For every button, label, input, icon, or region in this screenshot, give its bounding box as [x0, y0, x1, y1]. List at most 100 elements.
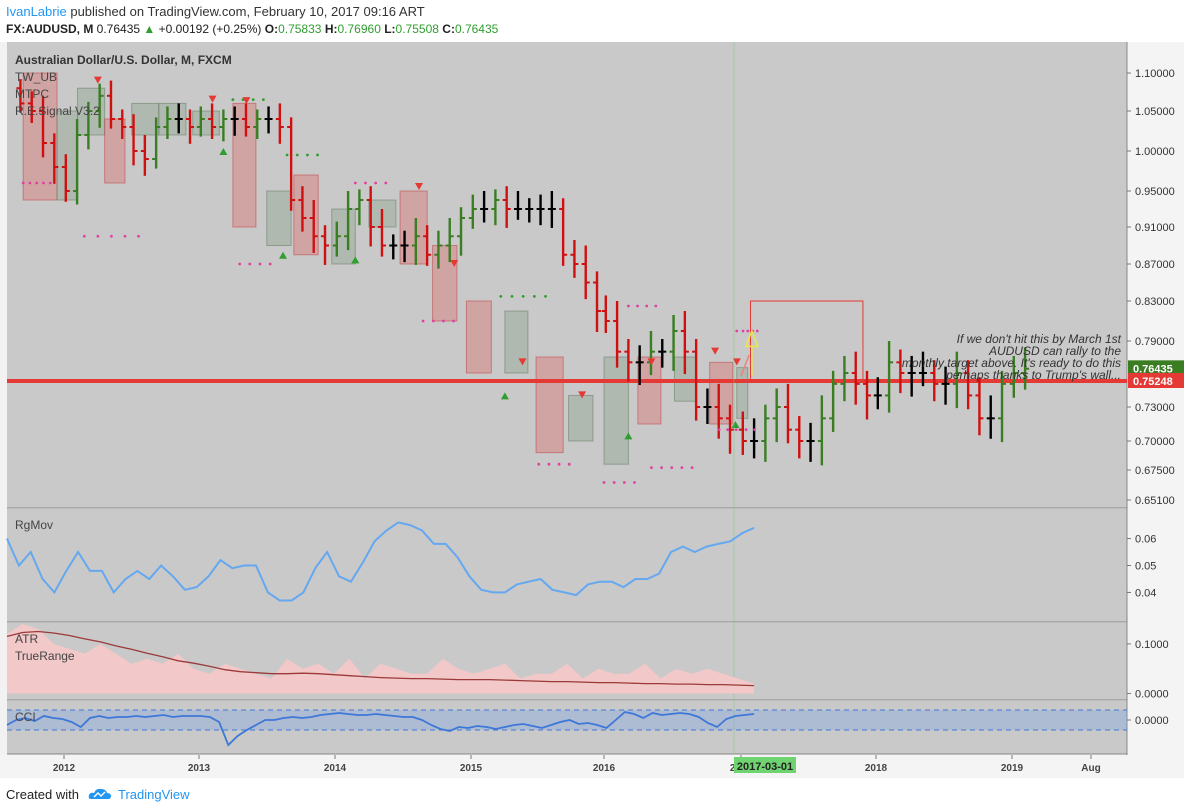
- signal-dot: [96, 234, 100, 238]
- sell-signal-icon: [208, 95, 217, 103]
- cci-tick-label: 0.0000: [1135, 715, 1169, 727]
- price-tick-label: 1.10000: [1135, 68, 1175, 80]
- sell-signal-icon: [732, 358, 741, 366]
- atr-line: [6, 630, 755, 687]
- signal-dot: [626, 304, 630, 308]
- range-box: [56, 110, 79, 201]
- time-axis-background: [0, 755, 1184, 778]
- rgmov-tick-label: 0.05: [1135, 561, 1156, 573]
- signal-dot: [744, 428, 748, 432]
- low-value: 0.75508: [395, 22, 439, 36]
- signal-dot: [741, 329, 745, 333]
- price-tick-label: 0.65100: [1135, 495, 1175, 507]
- sell-signal-icon: [242, 97, 251, 105]
- buy-signal-icon: [500, 392, 509, 400]
- signal-dot: [238, 262, 242, 266]
- signal-dot: [21, 181, 25, 185]
- signal-dot: [532, 294, 536, 298]
- signal-dot: [636, 304, 639, 308]
- author-link[interactable]: IvanLabrie: [6, 4, 67, 19]
- time-marker-background: [734, 757, 796, 773]
- range-box: [709, 361, 734, 425]
- sell-signal-icon: [93, 76, 102, 84]
- sell-signal-icon: [578, 391, 587, 399]
- signal-dot: [42, 181, 45, 185]
- last-price-tag: [1128, 360, 1184, 376]
- price-tick-label: 0.73000: [1135, 402, 1175, 414]
- price-tick-label: 0.79000: [1135, 336, 1175, 348]
- price-tick-label: 1.00000: [1135, 146, 1175, 158]
- price-change: +0.00192 (+0.25%): [158, 22, 262, 36]
- signal-dot: [690, 466, 694, 470]
- rgmov-line: [6, 521, 755, 602]
- buy-signal-icon: [731, 421, 740, 428]
- time-tick-label: 2014: [324, 763, 347, 774]
- signal-dot: [248, 262, 252, 266]
- signal-dot: [612, 481, 616, 484]
- signal-dot: [547, 462, 551, 466]
- signal-dot: [726, 428, 730, 432]
- rgmov-tick-label: 0.04: [1135, 587, 1156, 599]
- signal-dot: [421, 319, 425, 323]
- signal-dot: [557, 462, 561, 466]
- signal-dot: [285, 153, 289, 157]
- buy-signal-icon: [624, 432, 633, 440]
- sell-signal-icon: [711, 347, 720, 355]
- price-axis-background: [1127, 42, 1184, 778]
- range-box: [266, 190, 292, 246]
- signal-dot: [633, 481, 636, 484]
- range-box: [192, 110, 220, 136]
- last-price: 0.76435: [96, 22, 141, 36]
- publish-line: IvanLabrie published on TradingView.com,…: [6, 4, 425, 19]
- sell-signal-icon: [518, 358, 527, 366]
- range-box: [568, 394, 594, 442]
- time-tick-label: 2019: [1001, 763, 1024, 774]
- atr-tick-label: 0.1000: [1135, 639, 1169, 651]
- signal-dot: [353, 181, 357, 185]
- range-box: [504, 310, 529, 374]
- signal-dot: [261, 98, 265, 101]
- open-label: O:: [264, 22, 279, 36]
- chart-area[interactable]: 1.10000 1.05000 1.00000 0.95000 0.91000 0.870…: [0, 42, 1184, 778]
- indicator-legend-resignal: R.E.Signal V3.2: [15, 104, 100, 118]
- tradingview-brand-link[interactable]: TradingView: [118, 787, 190, 802]
- close-value: 0.76435: [454, 22, 499, 36]
- cci-line: [6, 711, 755, 747]
- signal-dot: [622, 481, 626, 484]
- range-box: [432, 245, 458, 322]
- open-value: 0.75833: [278, 22, 322, 36]
- header: IvanLabrie published on TradingView.com,…: [0, 0, 1184, 42]
- low-label: L:: [384, 22, 396, 36]
- range-box: [535, 356, 564, 454]
- signal-dot: [452, 319, 455, 323]
- buy-signal-icon: [219, 148, 228, 155]
- signal-dot: [364, 181, 367, 185]
- signal-dot: [537, 462, 541, 466]
- instrument-legend: Australian Dollar/U.S. Dollar, M, FXCM: [15, 53, 232, 67]
- range-box: [465, 300, 492, 374]
- range-box: [22, 72, 58, 201]
- signal-dot: [717, 428, 721, 432]
- signal-dot: [602, 481, 606, 484]
- price-tick-label: 0.83000: [1135, 296, 1175, 308]
- sell-signal-icon: [450, 260, 459, 267]
- signal-dot: [510, 294, 514, 298]
- signal-dot: [670, 466, 674, 470]
- range-box: [736, 367, 749, 419]
- high-value: 0.76960: [337, 22, 381, 36]
- last-price-tag-label: 0.76435: [1133, 363, 1173, 375]
- signal-dot: [268, 262, 272, 266]
- rgmov-tick-label: 0.06: [1135, 534, 1156, 546]
- signal-dot: [521, 294, 525, 298]
- signal-dot: [35, 181, 39, 185]
- chart-svg[interactable]: 1.10000 1.05000 1.00000 0.95000 0.91000 0.870…: [0, 42, 1184, 778]
- indicator-legend-mtpc: MTPC: [15, 87, 49, 101]
- signal-dot: [660, 466, 663, 470]
- symbol-label: FX:AUDUSD, M: [6, 22, 94, 36]
- buy-signal-icon: [351, 256, 360, 264]
- up-arrow-icon: ▲: [143, 22, 156, 36]
- range-box: [131, 102, 160, 136]
- price-tick-label: 0.67500: [1135, 465, 1175, 477]
- time-tick-label: 2016: [593, 763, 616, 774]
- publish-info: published on TradingView.com, February 1…: [70, 4, 425, 19]
